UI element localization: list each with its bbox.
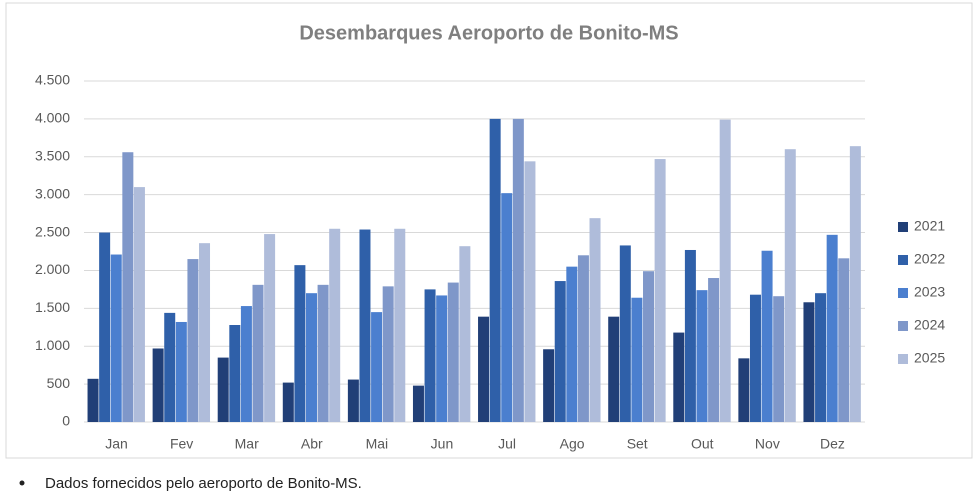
bar (187, 259, 199, 422)
bar (577, 255, 589, 422)
bar (566, 266, 578, 422)
bar (329, 228, 341, 422)
y-tick-label: 4.000 (35, 110, 70, 126)
y-tick-label: 3.000 (35, 185, 70, 201)
x-tick-label: Jun (431, 436, 454, 452)
bar (199, 243, 211, 422)
bar (347, 379, 359, 422)
bar (838, 258, 850, 422)
legend-label: 2024 (914, 317, 945, 333)
bar (282, 382, 294, 422)
bar (554, 281, 566, 422)
legend-label: 2023 (914, 284, 945, 300)
bar (761, 250, 773, 422)
bar (589, 218, 601, 422)
x-tick-label: Mai (366, 436, 389, 452)
y-tick-label: 3.500 (35, 147, 70, 163)
bar (412, 385, 424, 422)
y-tick-label: 4.500 (35, 72, 70, 88)
bar (815, 293, 827, 422)
bar (110, 254, 122, 422)
footnote: Dados fornecidos pelo aeroporto de Bonit… (45, 475, 362, 492)
bar (654, 159, 666, 422)
bar (708, 278, 720, 422)
legend-swatch (898, 255, 908, 265)
bar (489, 118, 501, 422)
x-tick-label: Jan (105, 436, 128, 452)
bar (305, 293, 317, 422)
bar (608, 316, 620, 422)
bar (436, 295, 448, 422)
bar (152, 348, 164, 422)
x-tick-label: Mar (235, 436, 259, 452)
legend-swatch (898, 354, 908, 364)
bar (424, 289, 436, 422)
bar (133, 187, 145, 422)
bar (175, 321, 187, 422)
legend-swatch (898, 288, 908, 298)
x-tick-label: Nov (755, 436, 780, 452)
legend-swatch (898, 321, 908, 331)
bar (252, 284, 264, 422)
bar (643, 271, 655, 422)
bar (784, 149, 796, 422)
bar (773, 296, 785, 422)
bar (294, 265, 306, 422)
bar (459, 246, 471, 422)
bar (512, 118, 524, 422)
x-tick-label: Abr (301, 436, 323, 452)
bar (382, 286, 394, 422)
x-tick-label: Set (627, 436, 648, 452)
y-tick-label: 1.000 (35, 337, 70, 353)
bar (738, 358, 750, 422)
bar (719, 119, 731, 422)
bar (164, 312, 176, 422)
legend-label: 2025 (914, 350, 945, 366)
y-tick-label: 0 (62, 413, 70, 429)
bar (217, 357, 229, 422)
y-tick-label: 2.000 (35, 261, 70, 277)
bar (394, 228, 406, 422)
x-tick-label: Out (691, 436, 714, 452)
bar (673, 332, 685, 422)
y-tick-label: 2.500 (35, 223, 70, 239)
y-tick-label: 500 (47, 375, 71, 391)
legend-label: 2022 (914, 251, 945, 267)
bar (684, 249, 696, 422)
bar (87, 378, 99, 422)
bar (122, 152, 134, 422)
bar (631, 297, 643, 422)
x-tick-label: Ago (560, 436, 585, 452)
x-tick-label: Fev (170, 436, 193, 452)
bar (317, 284, 329, 422)
bar (359, 229, 371, 422)
bar (619, 245, 631, 422)
bar (447, 282, 459, 422)
bullet (19, 480, 25, 486)
bar (240, 306, 252, 422)
bar (849, 146, 861, 422)
chart-title: Desembarques Aeroporto de Bonito-MS (299, 22, 678, 44)
x-tick-label: Jul (498, 436, 516, 452)
bar (99, 232, 111, 422)
bar (478, 316, 490, 422)
bar (501, 193, 513, 422)
bar (543, 349, 555, 422)
bar (371, 312, 383, 422)
x-tick-label: Dez (820, 436, 845, 452)
bar (826, 234, 838, 422)
y-tick-label: 1.500 (35, 299, 70, 315)
bar (229, 325, 241, 422)
legend-swatch (898, 222, 908, 232)
legend-label: 2021 (914, 218, 945, 234)
bar (696, 290, 708, 422)
bar (264, 234, 276, 422)
bar (749, 294, 761, 422)
bar (803, 302, 815, 422)
bar (524, 161, 536, 422)
